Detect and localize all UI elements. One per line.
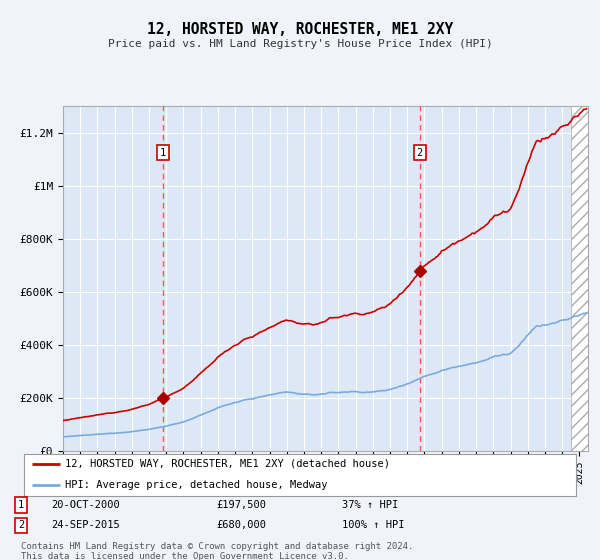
Bar <box>571 106 593 451</box>
Text: Price paid vs. HM Land Registry's House Price Index (HPI): Price paid vs. HM Land Registry's House … <box>107 39 493 49</box>
Text: HPI: Average price, detached house, Medway: HPI: Average price, detached house, Medw… <box>65 480 328 489</box>
Text: 24-SEP-2015: 24-SEP-2015 <box>51 520 120 530</box>
Text: 1: 1 <box>160 148 166 158</box>
Text: £680,000: £680,000 <box>216 520 266 530</box>
Text: £197,500: £197,500 <box>216 500 266 510</box>
Text: 12, HORSTED WAY, ROCHESTER, ME1 2XY: 12, HORSTED WAY, ROCHESTER, ME1 2XY <box>147 22 453 38</box>
Text: 37% ↑ HPI: 37% ↑ HPI <box>342 500 398 510</box>
Text: 2: 2 <box>18 520 24 530</box>
Text: 20-OCT-2000: 20-OCT-2000 <box>51 500 120 510</box>
Text: 100% ↑ HPI: 100% ↑ HPI <box>342 520 404 530</box>
Text: 1: 1 <box>18 500 24 510</box>
Text: 12, HORSTED WAY, ROCHESTER, ME1 2XY (detached house): 12, HORSTED WAY, ROCHESTER, ME1 2XY (det… <box>65 459 391 469</box>
Text: 2: 2 <box>417 148 423 158</box>
Text: Contains HM Land Registry data © Crown copyright and database right 2024.
This d: Contains HM Land Registry data © Crown c… <box>21 542 413 560</box>
